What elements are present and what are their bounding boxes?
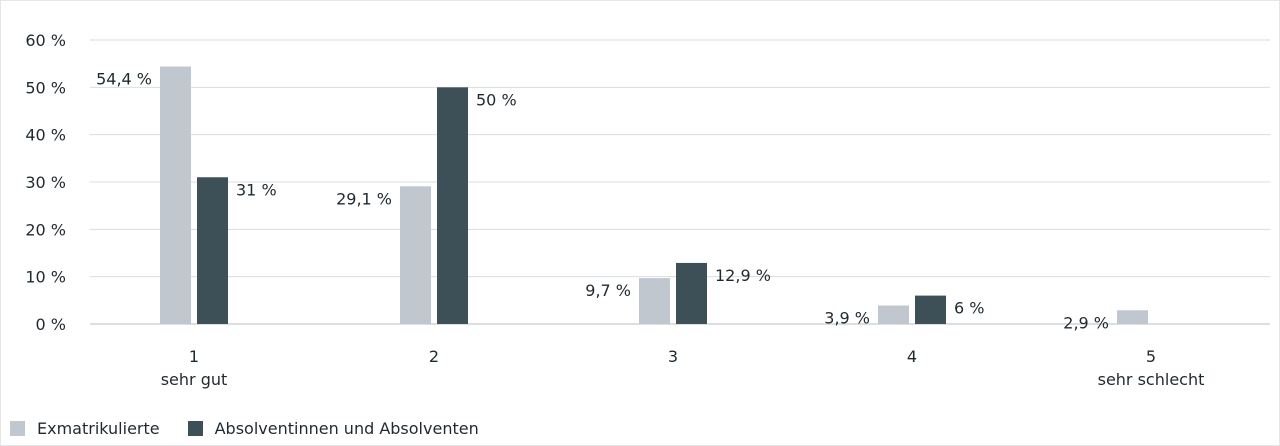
y-tick-label: 10 % (25, 268, 66, 287)
legend-swatch (10, 420, 25, 436)
bar-exmatrikulierte (160, 66, 191, 325)
legend-item-absolventen[interactable]: Absolventinnen und Absolventen (187, 418, 479, 438)
legend-label: Exmatrikulierte (37, 418, 160, 438)
legend-label: Absolventinnen und Absolventen (214, 418, 479, 438)
data-label: 12,9 % (715, 266, 771, 285)
data-label: 6 % (954, 299, 984, 318)
data-label: 9,7 % (585, 281, 631, 300)
y-axis: 0 % 10 % 20 % 30 % 40 % 50 % 60 % (25, 31, 66, 334)
y-tick-label: 60 % (25, 31, 66, 50)
bar-exmatrikulierte (639, 278, 670, 324)
x-tick-sublabel: sehr gut (161, 370, 228, 389)
data-label: 29,1 % (336, 189, 392, 208)
data-label: 54,4 % (96, 70, 152, 89)
data-label: 50 % (476, 90, 517, 109)
legend-item-exmatrikulierte[interactable]: Exmatrikulierte (10, 419, 160, 438)
x-tick-label: 1 (189, 347, 199, 366)
x-tick-label: 3 (668, 347, 678, 366)
bar-absolventen (197, 177, 228, 324)
x-axis: 1 sehr gut 2 3 4 5 sehr schlecht (161, 347, 1205, 389)
y-tick-label: 40 % (25, 126, 66, 145)
bar-exmatrikulierte (878, 305, 909, 324)
legend-swatch (187, 420, 203, 436)
x-tick-sublabel: sehr schlecht (1098, 370, 1205, 389)
bar-absolventen (437, 87, 468, 324)
y-tick-label: 20 % (25, 220, 66, 239)
bar-absolventen (915, 295, 946, 324)
data-label: 31 % (236, 180, 277, 199)
data-label: 2,9 % (1063, 313, 1109, 332)
bar-exmatrikulierte (1117, 310, 1148, 324)
y-tick-label: 50 % (25, 78, 66, 97)
y-tick-label: 0 % (36, 315, 66, 334)
y-tick-label: 30 % (25, 173, 66, 192)
bars (160, 66, 1148, 325)
gridlines (90, 39, 1270, 325)
x-tick-label: 5 (1146, 347, 1156, 366)
x-tick-label: 2 (429, 347, 439, 366)
legend: Exmatrikulierte Absolventinnen und Absol… (10, 416, 507, 440)
bar-absolventen (676, 262, 707, 324)
data-label: 3,9 % (824, 309, 870, 328)
data-labels: 54,4 % 29,1 % 9,7 % 3,9 % 2,9 % 31 % 50 % 12,9 … (96, 70, 1109, 333)
x-tick-label: 4 (907, 347, 917, 366)
bar-exmatrikulierte (400, 186, 431, 324)
